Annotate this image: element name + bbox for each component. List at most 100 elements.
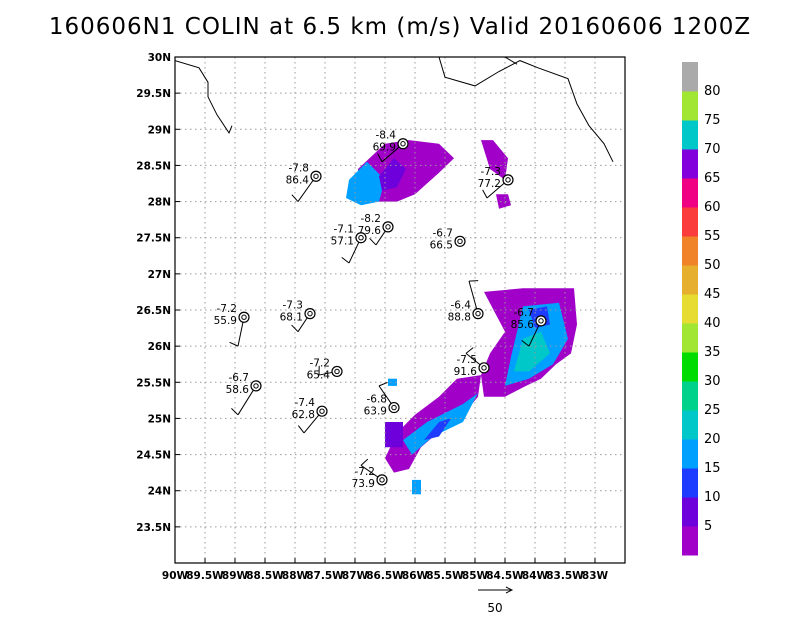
- colorbar-swatch: [682, 91, 698, 121]
- wind-barb-flag: [229, 341, 239, 347]
- colorbar-label: 55: [704, 229, 721, 244]
- station-marker-outer: [382, 221, 394, 233]
- wind-speed-patch: [385, 422, 403, 448]
- colorbar-label: 65: [704, 171, 721, 186]
- reference-vector-label: 50: [487, 601, 502, 615]
- colorbar-swatch: [682, 120, 698, 150]
- y-tick-label: 24.5N: [136, 450, 171, 462]
- station-temperature: -7.5: [457, 354, 478, 366]
- station-plot: -7.265.4: [307, 357, 343, 381]
- wind-speed-patch: [412, 479, 421, 495]
- station-marker-inner: [505, 177, 511, 183]
- x-tick-label: 87.5W: [306, 570, 344, 582]
- station-marker-outer: [331, 365, 343, 378]
- wind-speed-patch: [388, 378, 397, 386]
- colorbar-label: 30: [704, 374, 721, 389]
- colorbar-label: 50: [704, 258, 721, 273]
- station-temperature: -6.4: [451, 300, 472, 312]
- station-marker-outer: [535, 315, 547, 327]
- wind-barb-flag: [378, 381, 388, 387]
- station-plots: -8.469.9-7.886.4-7.377.2-8.279.6-7.157.1…: [214, 130, 547, 490]
- colorbar-swatch: [682, 468, 698, 498]
- colorbar-label: 60: [704, 200, 721, 215]
- station-plot: -7.273.9: [352, 458, 388, 490]
- station-plot: -6.863.9: [364, 381, 400, 418]
- colorbar-swatch: [682, 381, 698, 411]
- wind-barb-flag: [291, 324, 299, 333]
- station-temperature: -7.4: [295, 397, 316, 409]
- y-tick-label: 28N: [148, 197, 171, 209]
- wind-speed-patch: [496, 194, 511, 209]
- colorbar-swatch: [682, 497, 698, 527]
- station-temperature: -7.3: [283, 300, 304, 312]
- station-humidity: 85.6: [511, 319, 535, 331]
- y-tick-label: 29N: [148, 124, 171, 136]
- x-tick-label: 85W: [462, 570, 489, 582]
- station-marker-outer: [310, 170, 322, 182]
- wind-barb-flag: [369, 237, 377, 246]
- station-humidity: 77.2: [478, 178, 501, 190]
- station-marker-inner: [313, 173, 319, 179]
- station-marker-inner: [538, 318, 544, 324]
- y-tick-label: 27.5N: [136, 233, 171, 245]
- station-marker-inner: [400, 141, 406, 147]
- station-plot: -7.157.1: [331, 224, 367, 264]
- station-marker-inner: [385, 224, 391, 230]
- station-plot: -6.785.6: [511, 307, 547, 347]
- wind-barb-flag: [521, 340, 530, 347]
- station-humidity: 58.6: [226, 384, 250, 396]
- colorbar-label: 45: [704, 287, 721, 302]
- wind-speed-patch: [346, 161, 385, 206]
- station-marker-inner: [391, 404, 397, 411]
- y-tick-label: 29.5N: [136, 88, 171, 100]
- station-humidity: 69.9: [373, 142, 396, 154]
- station-temperature: -8.4: [376, 130, 397, 142]
- colorbar-swatch: [682, 178, 698, 208]
- station-marker-inner: [253, 383, 259, 389]
- y-tick-label: 25N: [148, 413, 171, 425]
- station-humidity: 55.9: [214, 315, 237, 327]
- station-temperature: -8.2: [361, 213, 382, 225]
- station-marker-outer: [304, 308, 316, 320]
- map-title: 160606N1 COLIN at 6.5 km (m/s) Valid 201…: [48, 14, 752, 40]
- x-tick-label: 86.5W: [366, 570, 404, 582]
- station-temperature: -6.7: [514, 307, 535, 319]
- colorbar-swatch: [682, 236, 698, 266]
- wind-speed-patch: [379, 158, 406, 191]
- x-tick-label: 84W: [522, 570, 549, 582]
- station-marker-inner: [241, 314, 247, 320]
- longitude-tick-labels: 90W89.5W89W88.5W88W87.5W87W86.5W86W85.5W…: [162, 570, 609, 582]
- colorbar: 5 10 15 20 25 30 35 40 45 50 55 60 65 70 75 80: [682, 62, 721, 556]
- wind-speed-patch: [481, 140, 508, 180]
- station-plot: -7.255.9: [214, 303, 250, 347]
- reference-vector: 50: [478, 586, 514, 615]
- station-humidity: 91.6: [454, 366, 478, 378]
- station-temperature: -7.2: [355, 466, 376, 478]
- station-plot: -7.462.8: [292, 397, 328, 434]
- station-marker-outer: [502, 174, 514, 186]
- colorbar-swatch: [682, 352, 698, 382]
- reference-vector-arrowhead: [505, 586, 514, 594]
- x-tick-label: 84.5W: [486, 570, 524, 582]
- colorbar-label: 15: [704, 461, 721, 476]
- station-temperature: -6.7: [433, 227, 454, 239]
- x-tick-label: 89.5W: [186, 570, 224, 582]
- station-humidity: 62.8: [292, 409, 315, 421]
- coastline-segment: [175, 60, 233, 134]
- station-marker-outer: [478, 362, 490, 374]
- colorbar-swatch: [682, 526, 698, 556]
- map-frame: [174, 56, 626, 564]
- station-humidity: 86.4: [286, 174, 310, 186]
- wind-barb-flag: [482, 189, 488, 199]
- station-marker-outer: [472, 308, 484, 320]
- latitude-tick-labels: 23.5N 24N 24.5N 25N 25.5N 26N 26.5N 27N 27.5N 28N…: [136, 52, 171, 534]
- wind-barb-shaft: [237, 385, 257, 416]
- wind-barb-flag: [341, 256, 350, 264]
- station-humidity: 57.1: [331, 236, 354, 248]
- station-plot: -6.758.6: [226, 372, 262, 416]
- colorbar-label: 20: [704, 432, 721, 447]
- x-tick-label: 89W: [222, 570, 249, 582]
- station-temperature: -7.3: [481, 166, 502, 178]
- station-temperature: -6.8: [367, 394, 388, 406]
